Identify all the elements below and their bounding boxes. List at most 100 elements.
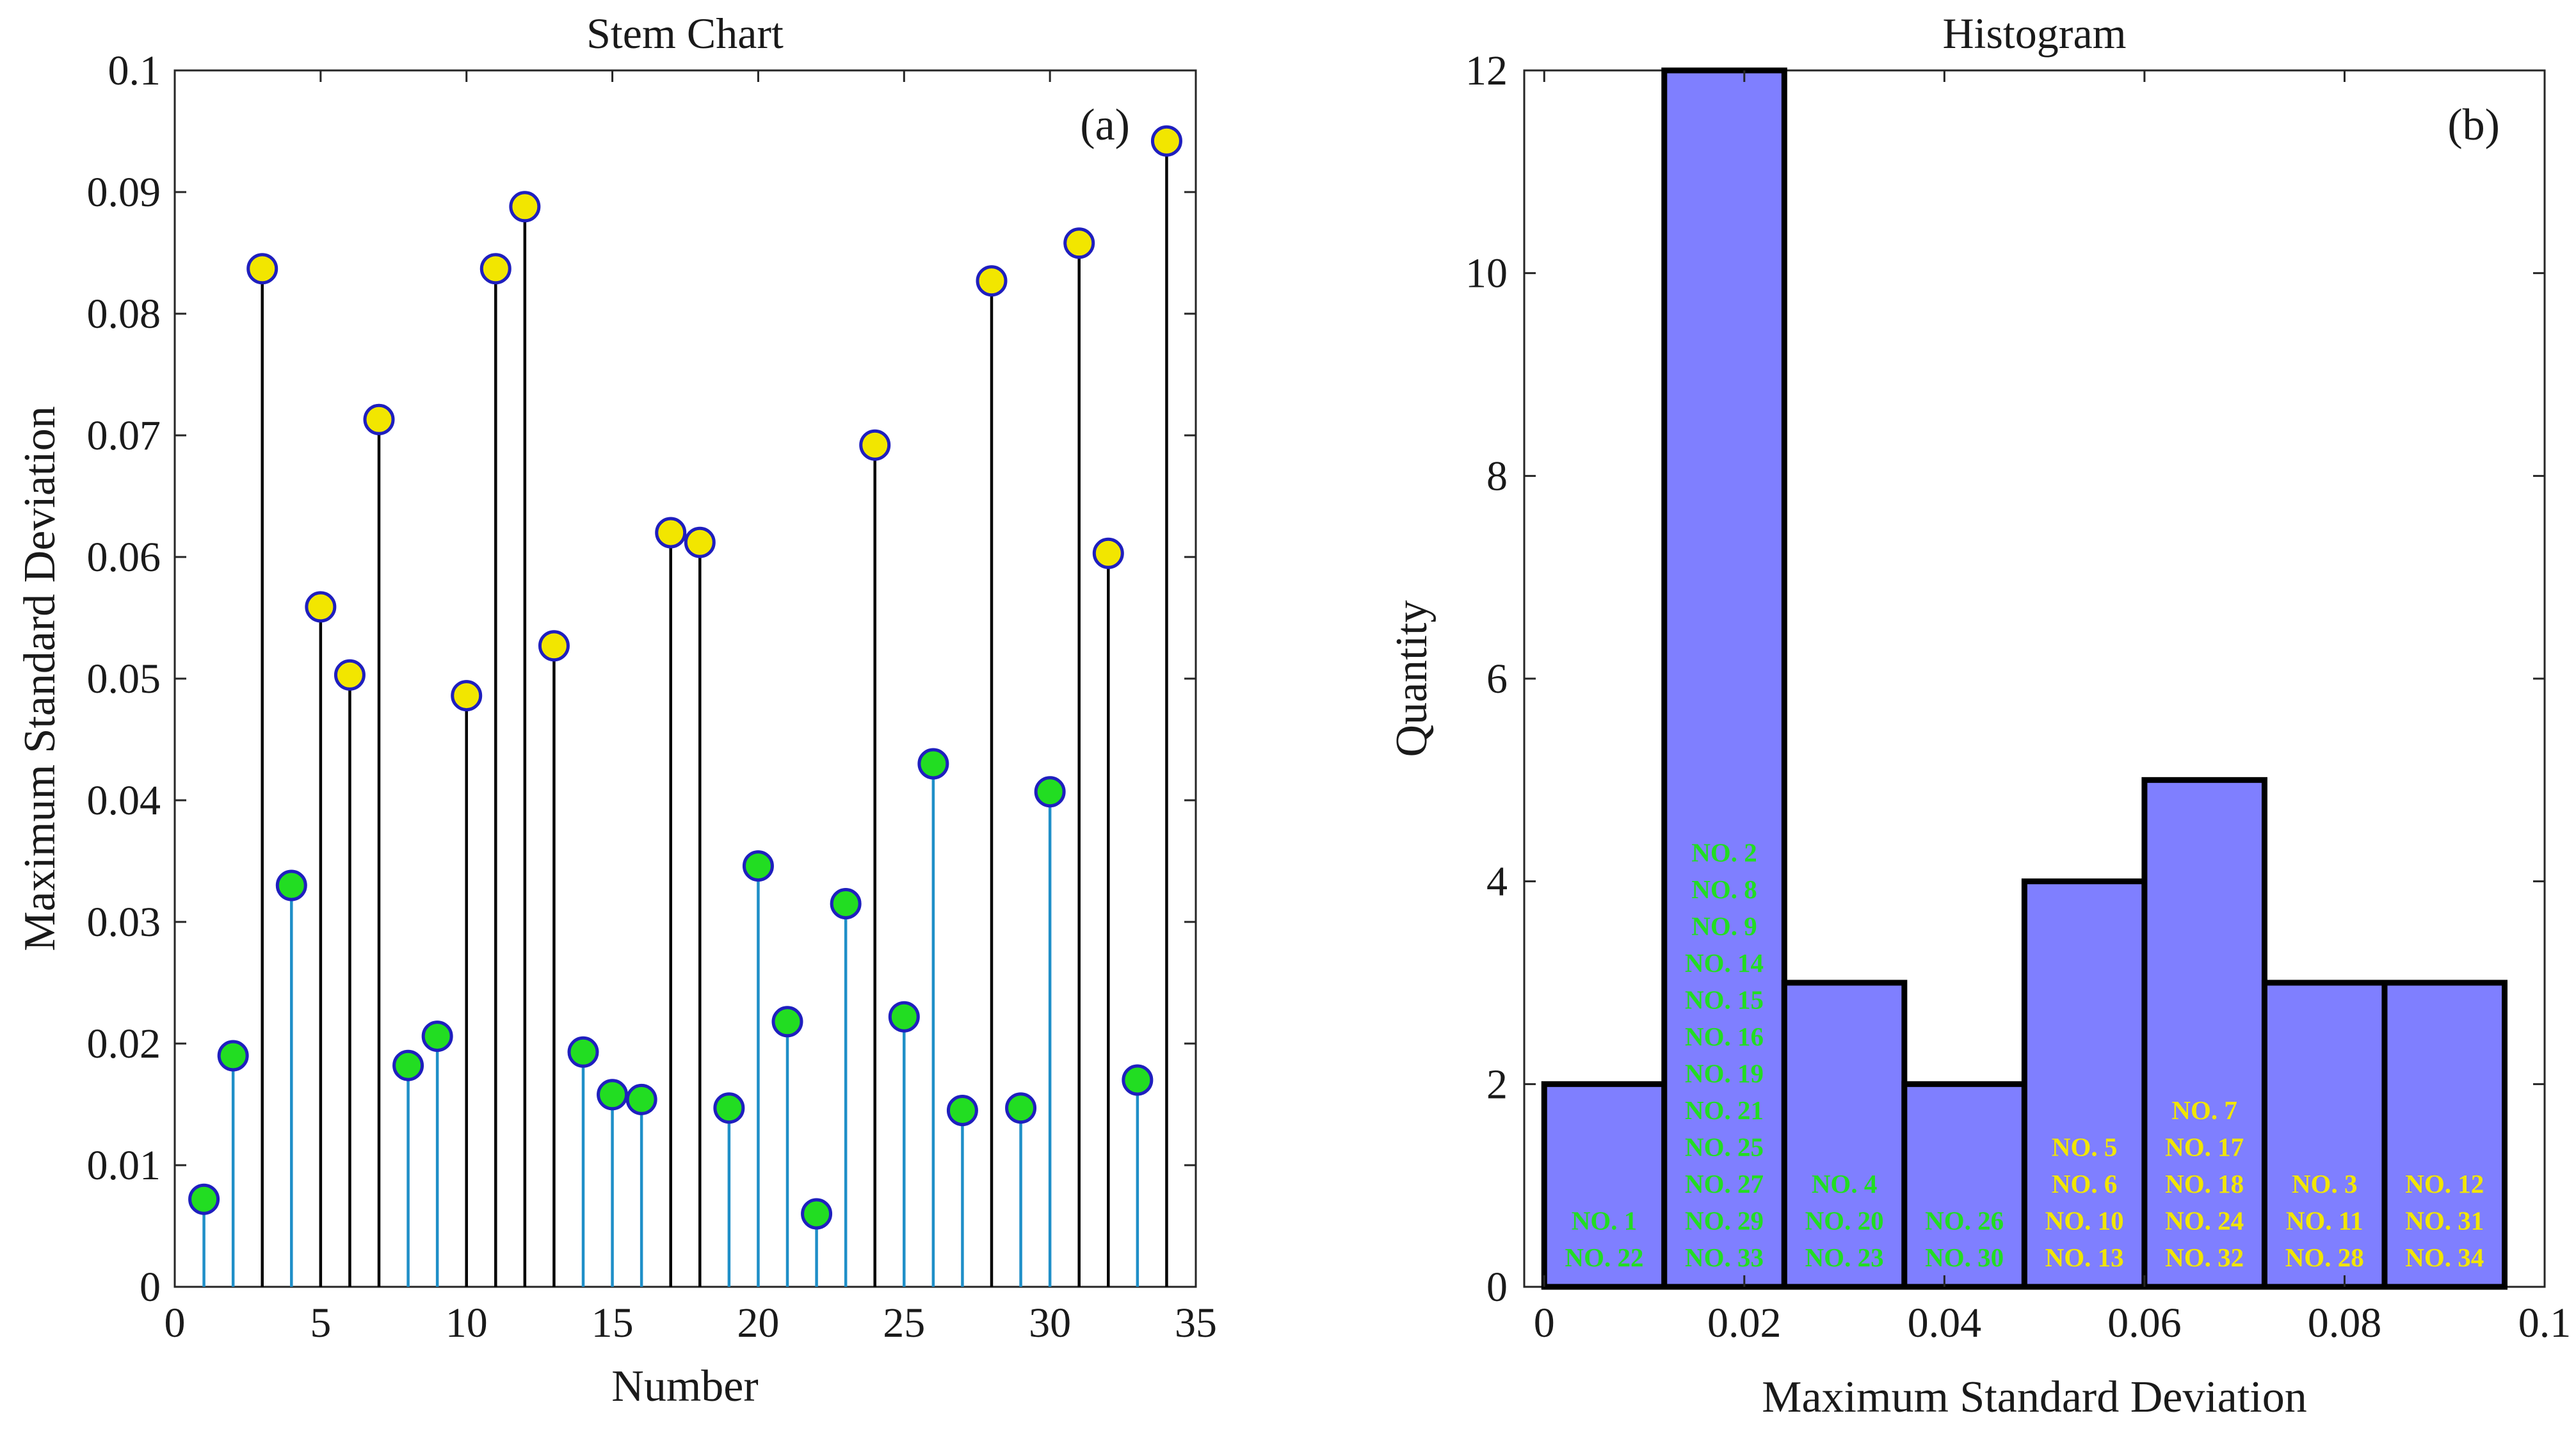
hist-bin-label: NO. 10 xyxy=(2045,1206,2124,1236)
stem-point xyxy=(421,1021,453,1053)
stem-point xyxy=(305,591,337,623)
stem-x-tick-label: 20 xyxy=(737,1300,779,1346)
stem-point xyxy=(1005,1092,1037,1124)
stem-point xyxy=(451,680,483,712)
stem-y-tick-label: 0 xyxy=(140,1264,161,1311)
stem-y-axis-label: Maximum Standard Deviation xyxy=(15,406,65,951)
hist-bar xyxy=(2021,878,2148,1290)
stem-y-tick-label: 0.08 xyxy=(87,291,161,337)
hist-bin-label: NO. 34 xyxy=(2405,1243,2484,1272)
stem-x-tick-label: 5 xyxy=(310,1300,331,1346)
hist-bar xyxy=(2141,777,2267,1290)
stem-x-tick-label: 0 xyxy=(165,1300,186,1346)
stem-point xyxy=(363,403,395,435)
stem-y-tick-label: 0.05 xyxy=(87,656,161,702)
stem-y-tick-label: 0.02 xyxy=(87,1021,161,1067)
hist-bar xyxy=(1541,1081,1668,1290)
stem-point xyxy=(917,748,949,780)
stem-point xyxy=(946,1095,978,1126)
hist-bars xyxy=(1541,67,2508,1290)
stem-point xyxy=(479,253,511,285)
stem-y-tick-label: 0.06 xyxy=(87,534,161,581)
stem-y-tick-label: 0.04 xyxy=(87,777,161,824)
stem-x-tick-label: 30 xyxy=(1029,1300,1071,1346)
stem-point xyxy=(801,1198,833,1230)
stem-point xyxy=(859,429,891,461)
hist-bin-label: NO. 20 xyxy=(1805,1206,1884,1236)
hist-bar xyxy=(1901,1081,2027,1290)
hist-x-tick-label: 0.1 xyxy=(2518,1300,2572,1346)
stem-y-tick-label: 0.01 xyxy=(87,1142,161,1189)
stem-marks xyxy=(188,125,1182,1287)
hist-y-tick-label: 6 xyxy=(1486,656,1508,702)
stem-point xyxy=(246,253,278,285)
hist-bin-labels: NO. 1 NO. 22 NO. 2 NO. 8 NO. 9 NO. 14 NO. 15 NO… xyxy=(1565,838,2484,1273)
stem-point xyxy=(655,517,687,549)
hist-bin-label: NO. 3 xyxy=(2292,1169,2358,1198)
hist-x-tick-label: 0.08 xyxy=(2308,1300,2382,1346)
stem-point xyxy=(217,1040,249,1072)
stem-point xyxy=(771,1006,803,1038)
hist-bin-label: NO. 18 xyxy=(2165,1169,2244,1198)
hist-bin-label: NO. 16 xyxy=(1685,1022,1764,1051)
hist-bin-label: NO. 22 xyxy=(1565,1243,1644,1272)
stem-point xyxy=(1092,537,1124,569)
stem-y-tick-label: 0.1 xyxy=(108,47,161,94)
stem-axis-ticks: 0 5 10 15 20 25 30 35 0 0.01 0.02 0.03 0.04 0.05 0.06 0… xyxy=(87,47,1218,1346)
stem-point xyxy=(830,888,862,919)
hist-y-tick-label: 12 xyxy=(1465,47,1508,94)
stem-chart: 0 5 10 15 20 25 30 35 0 0.01 0.02 0.03 0.04 0.05 0.06 0… xyxy=(15,9,1217,1411)
hist-y-tick-label: 4 xyxy=(1486,859,1508,905)
stem-panel-label: (a) xyxy=(1080,101,1130,150)
stem-point xyxy=(392,1049,424,1081)
hist-bin-label: NO. 30 xyxy=(1925,1243,2004,1272)
hist-bin-label: NO. 19 xyxy=(1685,1059,1764,1088)
hist-y-axis-label: Quantity xyxy=(1387,601,1437,757)
hist-bin-label: NO. 1 xyxy=(1572,1206,1638,1236)
hist-bin-label: NO. 21 xyxy=(1685,1095,1764,1125)
hist-x-tick-label: 0.02 xyxy=(1707,1300,1782,1346)
hist-bin-label: NO. 15 xyxy=(1685,985,1764,1015)
hist-y-tick-label: 2 xyxy=(1486,1061,1508,1108)
hist-chart-title: Histogram xyxy=(1942,9,2126,58)
stem-point xyxy=(334,659,366,691)
hist-y-tick-label: 10 xyxy=(1465,250,1508,297)
hist-bin-label: NO. 23 xyxy=(1805,1243,1884,1272)
hist-axis-ticks: 0 0.02 0.04 0.06 0.08 0.1 0 2 4 6 8 10 12 xyxy=(1465,47,2571,1346)
hist-bin-label: NO. 24 xyxy=(2165,1206,2244,1236)
hist-bin-label: NO. 12 xyxy=(2405,1169,2484,1198)
hist-bin-label: NO. 13 xyxy=(2045,1243,2124,1272)
stem-point xyxy=(625,1083,657,1115)
stem-y-tick-label: 0.09 xyxy=(87,169,161,216)
stem-point xyxy=(1150,125,1182,157)
stem-point xyxy=(188,1183,220,1215)
hist-panel-label: (b) xyxy=(2447,101,2500,150)
hist-bin-label: NO. 29 xyxy=(1685,1206,1764,1236)
hist-bin-label: NO. 6 xyxy=(2052,1169,2118,1198)
stem-point xyxy=(742,850,774,882)
hist-bin-label: NO. 32 xyxy=(2165,1243,2244,1272)
stem-point xyxy=(713,1092,745,1124)
hist-x-tick-label: 0.06 xyxy=(2107,1300,2182,1346)
stem-axes-box xyxy=(173,69,1197,1288)
stem-x-tick-label: 35 xyxy=(1175,1300,1217,1346)
hist-bin-label: NO. 26 xyxy=(1925,1206,2004,1236)
hist-bin-label: NO. 8 xyxy=(1691,875,1757,904)
hist-y-tick-label: 0 xyxy=(1486,1264,1508,1311)
hist-bin-label: NO. 9 xyxy=(1691,912,1757,941)
stem-y-tick-label: 0.03 xyxy=(87,899,161,946)
stem-point xyxy=(275,869,307,901)
stem-x-tick-label: 25 xyxy=(883,1300,925,1346)
hist-bin-label: NO. 2 xyxy=(1691,838,1757,867)
stem-point xyxy=(597,1079,629,1111)
hist-bin-label: NO. 14 xyxy=(1685,948,1764,978)
stem-x-tick-label: 15 xyxy=(592,1300,634,1346)
hist-bin-label: NO. 28 xyxy=(2285,1243,2364,1272)
hist-bar xyxy=(2381,980,2508,1290)
hist-bin-label: NO. 31 xyxy=(2405,1206,2484,1236)
hist-bin-label: NO. 27 xyxy=(1685,1169,1764,1198)
stem-point xyxy=(888,1001,920,1033)
hist-y-tick-label: 8 xyxy=(1486,453,1508,499)
stem-point xyxy=(567,1036,599,1068)
